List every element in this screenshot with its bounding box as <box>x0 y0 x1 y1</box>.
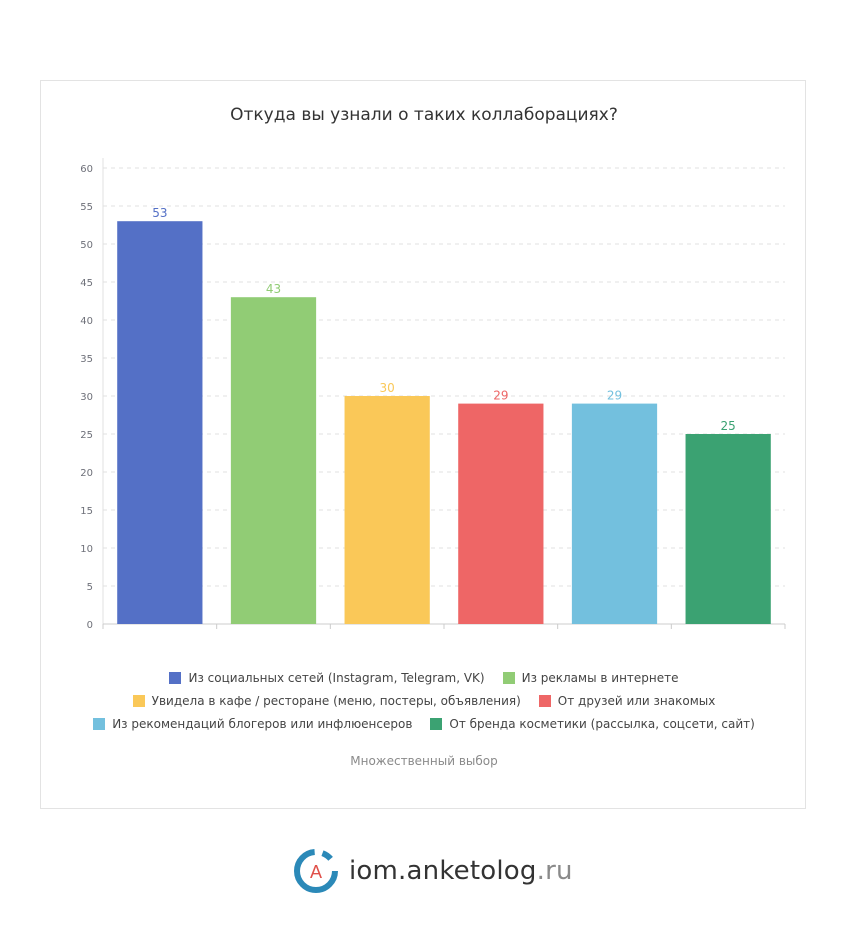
legend-item[interactable]: Из социальных сетей (Instagram, Telegram… <box>169 670 485 685</box>
logo-letter: A <box>310 862 322 882</box>
y-tick-label: 50 <box>80 240 93 251</box>
legend-swatch <box>93 717 106 730</box>
bar-value-label: 29 <box>493 389 508 403</box>
legend-label: Из рекламы в интернете <box>521 670 679 685</box>
bar <box>230 297 317 624</box>
legend-swatch <box>132 694 145 707</box>
bar-value-label: 53 <box>152 206 167 220</box>
legend-label: От бренда косметики (рассылка, соцсети, … <box>449 716 755 731</box>
y-tick-label: 0 <box>87 620 93 631</box>
y-tick-label: 35 <box>80 354 93 365</box>
brand-domain: .ru <box>536 856 573 886</box>
bar <box>685 434 771 624</box>
anketolog-logo-icon: A <box>294 849 338 893</box>
bar <box>117 221 203 624</box>
legend-label: Увидела в кафе / ресторане (меню, постер… <box>151 693 521 708</box>
brand-name: iom.anketolog.ru <box>349 856 573 886</box>
y-tick-label: 5 <box>87 582 93 593</box>
bar <box>571 403 658 624</box>
chart-card: Откуда вы узнали о таких коллаборациях? … <box>40 80 806 809</box>
chart-title: Откуда вы узнали о таких коллаборациях? <box>230 105 618 125</box>
legend-row: Из рекомендаций блогеров или инфлюенсеро… <box>41 712 807 735</box>
legend-item[interactable]: От друзей или знакомых <box>538 693 716 708</box>
legend-item[interactable]: Из рекламы в интернете <box>502 670 679 685</box>
legend-label: От друзей или знакомых <box>557 693 716 708</box>
legend-item[interactable]: Увидела в кафе / ресторане (меню, постер… <box>132 693 521 708</box>
bar-value-label: 30 <box>380 381 395 395</box>
bar-chart: 0 5 10 15 20 25 30 35 40 45 50 55 60 53 43 30 29 29 25 <box>80 158 786 631</box>
legend-swatch <box>169 671 182 684</box>
y-tick-label: 10 <box>80 544 93 555</box>
legend-swatch <box>538 694 551 707</box>
bar <box>458 403 544 624</box>
y-tick-label: 15 <box>80 506 93 517</box>
legend-row: Из социальных сетей (Instagram, Telegram… <box>41 666 807 689</box>
legend-swatch <box>502 671 515 684</box>
chart-legend: Из социальных сетей (Instagram, Telegram… <box>41 666 807 735</box>
brand-logo[interactable]: A iom.anketolog.ru <box>293 848 573 894</box>
brand-name-main: iom.anketolog <box>349 856 537 886</box>
chart-footnote: Множественный выбор <box>350 754 498 768</box>
legend-swatch <box>430 717 443 730</box>
bar-value-label: 43 <box>266 282 281 296</box>
bar-value-label: 29 <box>607 389 622 403</box>
y-tick-label: 60 <box>80 164 93 175</box>
bar-value-label: 25 <box>721 419 736 433</box>
legend-item[interactable]: От бренда косметики (рассылка, соцсети, … <box>430 716 755 731</box>
y-tick-label: 45 <box>80 278 93 289</box>
y-tick-label: 25 <box>80 430 93 441</box>
y-tick-label: 30 <box>80 392 93 403</box>
legend-label: Из рекомендаций блогеров или инфлюенсеро… <box>112 716 413 731</box>
legend-row: Увидела в кафе / ресторане (меню, постер… <box>41 689 807 712</box>
y-tick-label: 55 <box>80 202 93 213</box>
y-tick-label: 40 <box>80 316 93 327</box>
legend-item[interactable]: Из рекомендаций блогеров или инфлюенсеро… <box>93 717 412 731</box>
bar <box>344 396 430 624</box>
legend-label: Из социальных сетей (Instagram, Telegram… <box>188 670 485 685</box>
y-tick-label: 20 <box>80 468 93 479</box>
